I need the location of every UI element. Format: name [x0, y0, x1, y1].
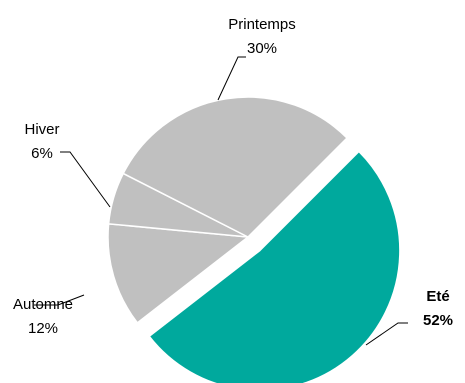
label-value-hiver: 6% — [31, 145, 53, 162]
pie-slice-automne — [107, 223, 250, 324]
label-name-hiver: Hiver — [24, 121, 59, 138]
pie-slice-printemps — [122, 96, 349, 238]
leader-line-automne — [34, 294, 85, 306]
label-name-printemps: Printemps — [228, 16, 296, 33]
pie-slice-ete — [148, 150, 401, 383]
leader-line-hiver — [60, 151, 111, 208]
label-value-automne: 12% — [28, 320, 58, 337]
label-value-ete: 52% — [423, 312, 453, 329]
leader-lines — [34, 56, 408, 346]
leader-line-ete — [365, 322, 408, 346]
label-name-ete: Eté — [426, 288, 449, 305]
label-value-printemps: 30% — [247, 40, 277, 57]
pie-slices — [107, 96, 401, 383]
leader-line-printemps — [217, 56, 246, 101]
label-name-automne: Automne — [13, 296, 73, 313]
slice-labels: Printemps 30% Hiver 6% Automne 12% Eté 5… — [13, 16, 453, 337]
